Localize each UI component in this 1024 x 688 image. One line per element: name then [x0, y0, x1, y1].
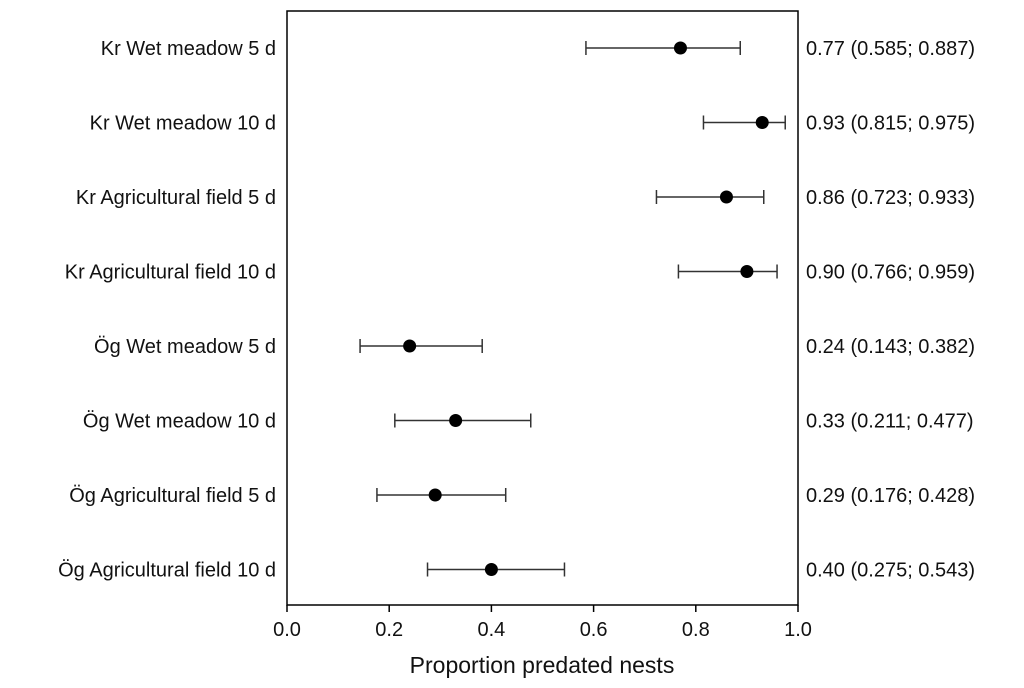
row-label: Kr Agricultural field 5 d	[76, 187, 276, 209]
row-label: Ög Wet meadow 10 d	[83, 411, 276, 433]
value-label: 0.40 (0.275; 0.543)	[806, 560, 975, 582]
data-point	[484, 563, 498, 576]
value-label: 0.77 (0.585; 0.887)	[806, 38, 975, 60]
value-label: 0.29 (0.176; 0.428)	[806, 485, 975, 507]
x-axis: 0.0 0.2 0.4 0.6 0.8 1.0	[273, 605, 812, 641]
x-tick-label: 0.8	[682, 619, 710, 641]
value-label: 0.90 (0.766; 0.959)	[806, 262, 975, 284]
x-tick-label: 0.0	[273, 619, 301, 641]
row-label: Ög Wet meadow 5 d	[94, 336, 276, 358]
x-tick-label: 0.4	[477, 619, 505, 641]
data-point	[428, 488, 442, 502]
data-point	[755, 116, 769, 129]
row-label: Kr Wet meadow 10 d	[90, 113, 276, 135]
x-tick-label: 1.0	[784, 619, 812, 641]
value-label: 0.93 (0.815; 0.975)	[806, 113, 975, 135]
data-rows: Kr Wet meadow 5 d 0.77 (0.585; 0.887) Kr W…	[58, 38, 975, 582]
x-tick-label: 0.6	[580, 619, 608, 641]
row-label: Kr Wet meadow 5 d	[101, 38, 276, 60]
value-label: 0.86 (0.723; 0.933)	[806, 187, 975, 209]
row-label: Kr Agricultural field 10 d	[65, 262, 276, 284]
data-point	[740, 265, 754, 278]
row-label: Ög Agricultural field 10 d	[58, 560, 276, 582]
value-label: 0.24 (0.143; 0.382)	[806, 336, 975, 358]
x-tick-label: 0.2	[375, 619, 403, 641]
plot-frame	[286, 10, 799, 606]
row-label: Ög Agricultural field 5 d	[69, 485, 276, 507]
data-point	[719, 190, 733, 204]
data-point	[449, 414, 463, 427]
data-point	[403, 339, 417, 353]
value-label: 0.33 (0.211; 0.477)	[806, 411, 974, 433]
x-axis-label: Proportion predated nests	[410, 652, 675, 678]
data-point	[673, 41, 687, 55]
